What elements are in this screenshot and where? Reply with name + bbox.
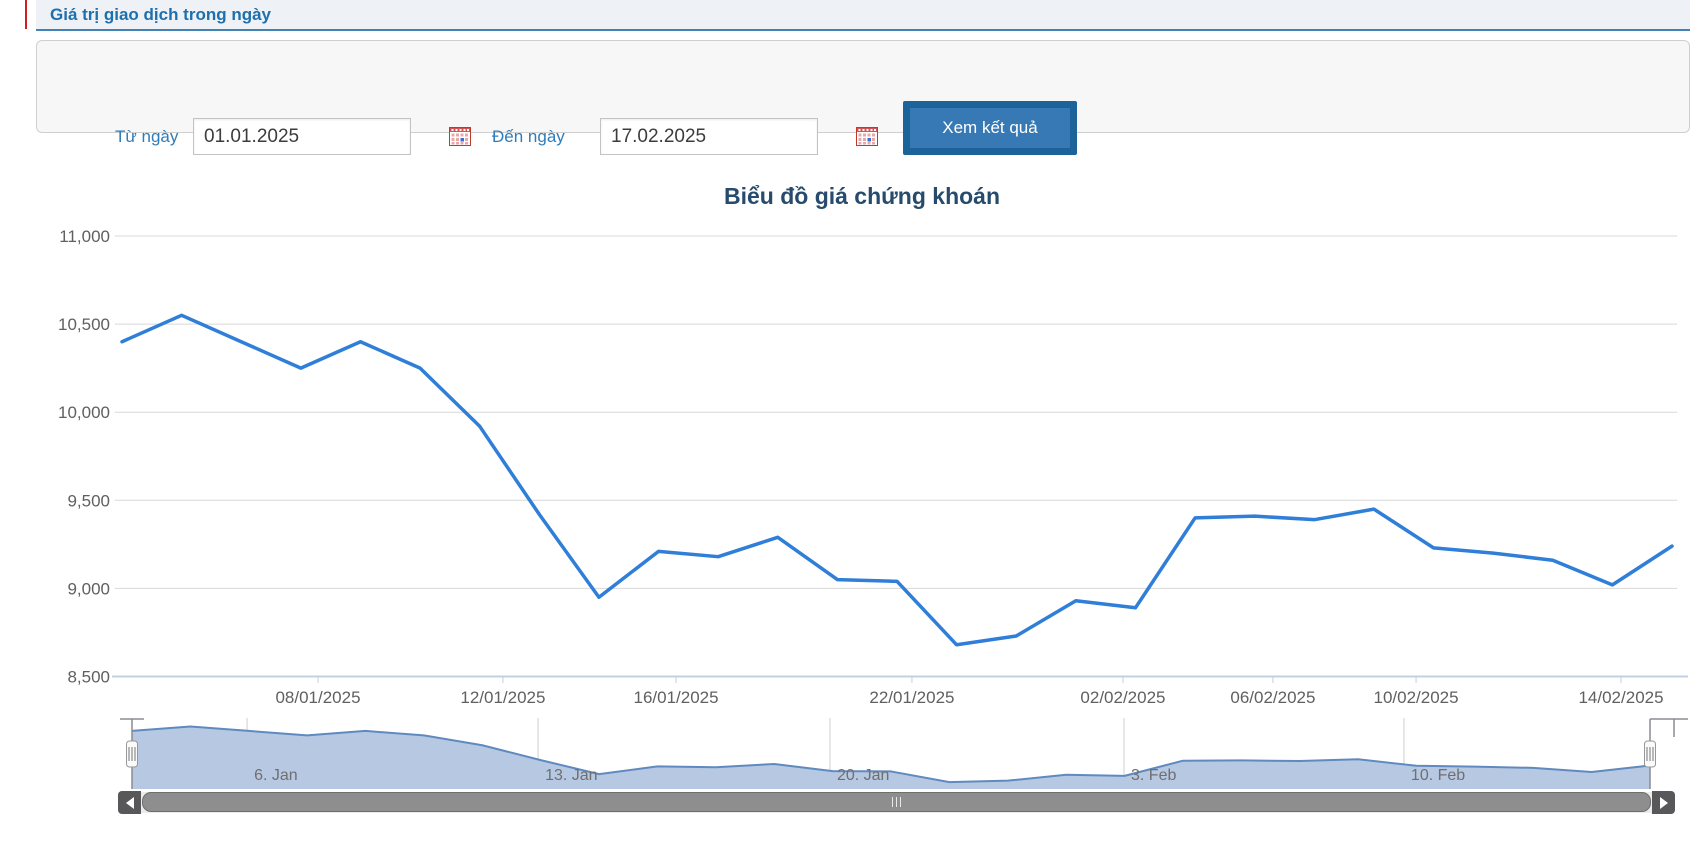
section-title: Giá trị giao dịch trong ngày (50, 4, 272, 24)
navigator-date-label: 13. Jan (545, 767, 597, 784)
view-results-button[interactable]: Xem kết quả (903, 101, 1077, 155)
navigator-date-label: 6. Jan (254, 767, 298, 784)
date-filter-panel: Từ ngày (36, 40, 1690, 155)
to-date-field[interactable] (600, 118, 878, 155)
navigator-area[interactable] (132, 726, 1650, 789)
chart-title: Biểu đồ giá chứng khoán (723, 183, 1001, 209)
svg-text:9,000: 9,000 (67, 579, 110, 598)
x-axis (112, 675, 1688, 683)
navigator-handle-right[interactable] (1644, 740, 1656, 768)
svg-text:11,000: 11,000 (59, 227, 110, 246)
y-gridlines (115, 235, 1677, 589)
to-date-label: Đến ngày (492, 127, 565, 146)
svg-text:12/01/2025: 12/01/2025 (460, 688, 545, 707)
chart-scrollbar[interactable] (118, 791, 1675, 814)
grip-lines-icon (896, 797, 897, 807)
y-axis-labels: 11,000 10,500 10,000 9,500 9,000 8,500 (58, 227, 110, 687)
to-calendar-button[interactable] (856, 119, 878, 154)
view-results-label: Xem kết quả (910, 108, 1070, 148)
svg-text:16/01/2025: 16/01/2025 (633, 688, 718, 707)
calendar-icon (856, 127, 878, 146)
svg-text:10/02/2025: 10/02/2025 (1374, 688, 1459, 707)
navigator-date-label: 10. Feb (1411, 767, 1465, 784)
from-date-label: Từ ngày (115, 127, 179, 146)
navigator-date-label: 20. Jan (837, 767, 889, 784)
svg-text:8,500: 8,500 (67, 668, 110, 687)
navigator[interactable]: 6. Jan 13. Jan 20. Jan 3. Feb 10. Feb (120, 718, 1688, 789)
scroll-right-button[interactable] (1652, 791, 1675, 814)
navigator-handle-left[interactable] (126, 740, 138, 768)
svg-text:10,500: 10,500 (58, 315, 110, 334)
scrollbar-track[interactable] (141, 792, 1652, 813)
svg-text:06/02/2025: 06/02/2025 (1230, 688, 1315, 707)
arrow-right-icon (1659, 796, 1668, 809)
from-date-input[interactable] (194, 125, 449, 148)
scroll-left-button[interactable] (118, 791, 141, 814)
grip-lines-icon (900, 797, 901, 807)
svg-text:14/02/2025: 14/02/2025 (1578, 688, 1663, 707)
x-axis-labels: 08/01/2025 12/01/2025 16/01/2025 22/01/2025… (275, 688, 1663, 707)
price-line[interactable] (120, 313, 1674, 647)
svg-text:22/01/2025: 22/01/2025 (869, 688, 954, 707)
navigator-date-label: 3. Feb (1131, 767, 1176, 784)
svg-text:9,500: 9,500 (67, 491, 110, 510)
calendar-icon (449, 127, 471, 146)
scrollbar-thumb[interactable] (142, 792, 1651, 812)
to-date-input[interactable] (601, 125, 856, 148)
svg-text:10,000: 10,000 (58, 403, 110, 422)
page-edge-marker (25, 0, 27, 29)
from-calendar-button[interactable] (449, 119, 471, 154)
from-date-field[interactable] (193, 118, 471, 155)
section-header-bar: Giá trị giao dịch trong ngày (36, 0, 1690, 31)
arrow-left-icon (125, 796, 134, 809)
grip-lines-icon (892, 797, 893, 807)
svg-text:02/02/2025: 02/02/2025 (1080, 688, 1165, 707)
svg-text:08/01/2025: 08/01/2025 (275, 688, 360, 707)
